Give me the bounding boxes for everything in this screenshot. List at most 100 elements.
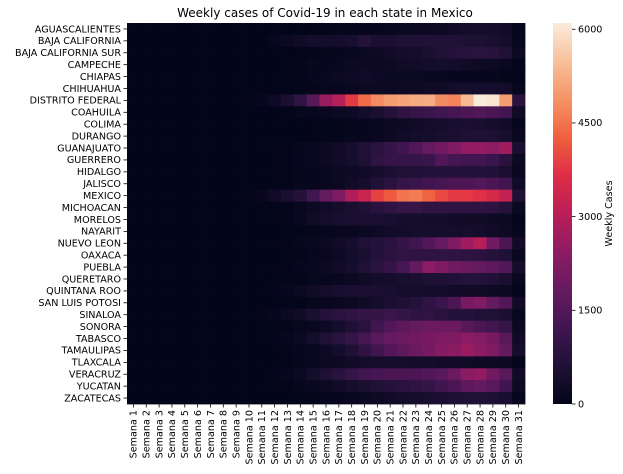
- heatmap-cell: [345, 106, 359, 119]
- heatmap-cell: [255, 201, 269, 214]
- heatmap-cell: [422, 261, 436, 274]
- heatmap-cell: [178, 82, 192, 95]
- heatmap-cell: [204, 225, 218, 238]
- heatmap-cell: [422, 46, 436, 60]
- heatmap-cell: [499, 82, 513, 95]
- heatmap-cell: [447, 344, 462, 357]
- heatmap-cell: [281, 189, 295, 202]
- heatmap-cell: [139, 213, 154, 226]
- heatmap-cell: [473, 142, 487, 155]
- heatmap-cell: [229, 284, 243, 298]
- heatmap-cell: [319, 94, 333, 107]
- colorbar: [553, 23, 572, 404]
- heatmap-cell: [422, 273, 436, 286]
- heatmap-cell: [486, 237, 500, 250]
- y-tick-label: NAYARIT: [81, 227, 121, 238]
- heatmap-cell: [191, 118, 205, 131]
- heatmap-cell: [216, 189, 231, 202]
- heatmap-cell: [435, 82, 449, 95]
- heatmap-cell: [216, 392, 231, 405]
- heatmap-cell: [165, 237, 179, 250]
- heatmap-cell: [319, 284, 333, 298]
- heatmap-cell: [242, 380, 256, 393]
- heatmap-cell: [383, 368, 398, 381]
- heatmap-cell: [255, 249, 269, 262]
- heatmap-cell: [191, 308, 205, 322]
- heatmap-cell: [306, 177, 320, 191]
- heatmap-cell: [383, 70, 398, 83]
- heatmap-cell: [255, 82, 269, 95]
- heatmap-cell: [229, 296, 243, 310]
- heatmap-cell: [152, 70, 166, 83]
- heatmap-cell: [460, 82, 475, 95]
- heatmap-cell: [268, 82, 282, 95]
- heatmap-cell: [358, 213, 372, 226]
- heatmap-cell: [139, 320, 154, 333]
- heatmap-cell: [178, 23, 192, 36]
- heatmap-cell: [165, 189, 179, 202]
- heatmap-cell: [396, 106, 410, 119]
- heatmap-cell: [447, 201, 462, 214]
- heatmap-cell: [178, 130, 192, 143]
- heatmap-cell: [306, 130, 320, 143]
- heatmap-cell: [229, 237, 243, 250]
- heatmap-cell: [229, 70, 243, 83]
- heatmap-cell: [281, 46, 295, 60]
- heatmap-cell: [383, 201, 398, 214]
- heatmap-cell: [293, 237, 308, 250]
- heatmap-cell: [435, 308, 449, 322]
- heatmap-cell: [409, 177, 423, 191]
- y-tick-label: MORELOS: [74, 215, 121, 226]
- heatmap-cell: [216, 142, 231, 155]
- heatmap-cell: [499, 201, 513, 214]
- heatmap-cell: [512, 94, 526, 107]
- heatmap-cell: [499, 261, 513, 274]
- heatmap-cell: [512, 142, 526, 155]
- heatmap-cell: [293, 392, 308, 405]
- heatmap-cell: [216, 34, 231, 48]
- x-tick-label: Semana 10: [244, 410, 255, 464]
- y-tick-label: CAMPECHE: [68, 60, 121, 71]
- y-tick-label: COAHUILA: [71, 108, 121, 119]
- heatmap-cell: [139, 201, 154, 214]
- heatmap-cell: [409, 213, 423, 226]
- heatmap-cell: [396, 130, 410, 143]
- heatmap-cell: [268, 118, 282, 131]
- heatmap-cell: [281, 261, 295, 274]
- heatmap-cell: [127, 153, 141, 167]
- heatmap-cell: [204, 320, 218, 333]
- heatmap-cell: [204, 165, 218, 179]
- heatmap-cell: [499, 344, 513, 357]
- heatmap-cell: [383, 380, 398, 393]
- heatmap-cell: [447, 118, 462, 131]
- y-tick-label: BAJA CALIFORNIA SUR: [15, 48, 121, 59]
- heatmap-cell: [242, 284, 256, 298]
- heatmap-cell: [216, 23, 231, 36]
- heatmap-cell: [139, 380, 154, 393]
- heatmap-cell: [242, 118, 256, 131]
- colorbar-tick-label: 4500: [578, 118, 602, 129]
- heatmap-cell: [306, 380, 320, 393]
- heatmap-cell: [165, 34, 179, 48]
- heatmap-cell: [486, 106, 500, 119]
- heatmap-cell: [191, 261, 205, 274]
- heatmap-cell: [165, 130, 179, 143]
- heatmap-cell: [422, 213, 436, 226]
- heatmap-cell: [435, 344, 449, 357]
- x-tick-label: Semana 30: [501, 410, 512, 464]
- heatmap-cell: [165, 58, 179, 72]
- heatmap-cell: [255, 225, 269, 238]
- heatmap-cell: [139, 273, 154, 286]
- x-tick-label: Semana 15: [308, 410, 319, 464]
- heatmap-cell: [152, 344, 166, 357]
- heatmap-cell: [178, 296, 192, 310]
- heatmap-cell: [345, 142, 359, 155]
- heatmap-cell: [293, 320, 308, 333]
- heatmap-cell: [512, 165, 526, 179]
- heatmap-cell: [306, 225, 320, 238]
- heatmap-cell: [281, 273, 295, 286]
- colorbar-label: Weekly Cases: [604, 180, 615, 246]
- heatmap-cell: [293, 368, 308, 381]
- heatmap-cell: [127, 261, 141, 274]
- heatmap-cell: [268, 58, 282, 72]
